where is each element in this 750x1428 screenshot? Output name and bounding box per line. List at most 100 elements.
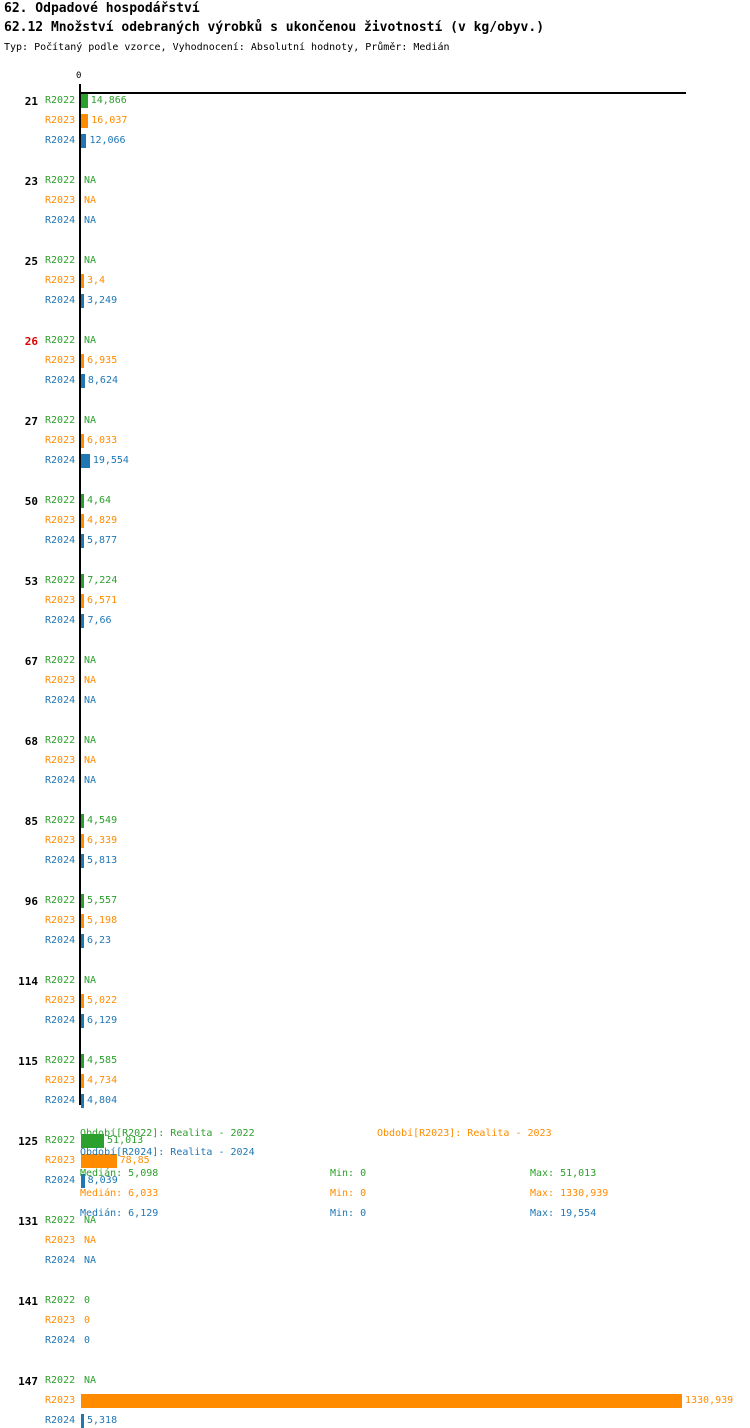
bar[interactable] — [81, 534, 84, 548]
bar[interactable] — [81, 614, 85, 628]
series-label-r2024: R2024 — [45, 535, 76, 546]
bar-value-label: 5,022 — [87, 995, 118, 1006]
series-label-r2022: R2022 — [45, 895, 76, 906]
bar[interactable] — [81, 274, 84, 288]
series-label-r2024: R2024 — [45, 1415, 76, 1426]
series-label-r2023: R2023 — [45, 195, 76, 206]
series-label-r2024: R2024 — [45, 615, 76, 626]
legend-item-s2024: Období[R2024]: Realita - 2024 — [80, 1147, 255, 1158]
series-label-r2024: R2024 — [45, 695, 76, 706]
series-label-r2022: R2022 — [45, 1375, 76, 1386]
axis-zero-line — [79, 84, 81, 1105]
bar-value-label: 7,224 — [87, 575, 118, 586]
bar-value-label: NA — [84, 975, 97, 986]
bar[interactable] — [81, 134, 87, 148]
series-label-r2023: R2023 — [45, 1235, 76, 1246]
bar-value-label: 8,624 — [87, 375, 118, 386]
bar[interactable] — [81, 374, 85, 388]
axis-top-line — [80, 92, 686, 94]
series-label-r2024: R2024 — [45, 375, 76, 386]
series-label-r2024: R2024 — [45, 855, 76, 866]
bar-value-label: NA — [84, 1215, 97, 1226]
bar[interactable] — [81, 294, 84, 308]
bar[interactable] — [81, 454, 90, 468]
series-label-r2022: R2022 — [45, 175, 76, 186]
bar-value-label: NA — [84, 755, 97, 766]
bar[interactable] — [81, 1154, 117, 1168]
bar[interactable] — [81, 1174, 85, 1188]
series-label-r2023: R2023 — [45, 995, 76, 1006]
bar[interactable] — [81, 514, 84, 528]
series-label-r2024: R2024 — [45, 215, 76, 226]
bar[interactable] — [81, 854, 84, 868]
bar-value-label: 51,013 — [107, 1135, 144, 1146]
group-label: 26 — [24, 335, 38, 348]
series-label-r2023: R2023 — [45, 835, 76, 846]
bar[interactable] — [81, 94, 88, 108]
series-label-r2024: R2024 — [45, 775, 76, 786]
bar-value-label: NA — [84, 695, 97, 706]
bar[interactable] — [81, 114, 89, 128]
bar[interactable] — [81, 594, 84, 608]
series-label-r2024: R2024 — [45, 1335, 76, 1346]
bar[interactable] — [81, 894, 84, 908]
series-label-r2022: R2022 — [45, 255, 76, 266]
bar[interactable] — [81, 574, 85, 588]
bar-value-label: 14,866 — [90, 95, 127, 106]
series-label-r2023: R2023 — [45, 115, 76, 126]
bar-value-label: NA — [84, 1375, 97, 1386]
bar[interactable] — [81, 1094, 84, 1108]
bar-value-label: NA — [84, 655, 97, 666]
group-label: 115 — [18, 1055, 38, 1068]
bar[interactable] — [81, 1394, 682, 1408]
series-label-r2022: R2022 — [45, 1055, 76, 1066]
group-label: 147 — [18, 1375, 38, 1388]
bar[interactable] — [81, 1134, 105, 1148]
bar-value-label: 3,249 — [87, 295, 118, 306]
bar[interactable] — [81, 1054, 84, 1068]
bar[interactable] — [81, 1014, 84, 1028]
bar[interactable] — [81, 1414, 84, 1428]
stat-median-s2024: Medián: 6,129 — [80, 1208, 159, 1219]
bar-value-label: NA — [84, 215, 97, 226]
legend-item-s2022: Období[R2022]: Realita - 2022 — [80, 1128, 255, 1139]
report-chapter-title: 62. Odpadové hospodářství — [4, 1, 200, 16]
bar[interactable] — [81, 934, 84, 948]
series-label-r2024: R2024 — [45, 295, 76, 306]
bar-value-label: 5,557 — [87, 895, 118, 906]
series-label-r2024: R2024 — [45, 1095, 76, 1106]
series-label-r2024: R2024 — [45, 1015, 76, 1026]
bar-value-label: NA — [84, 675, 97, 686]
bar[interactable] — [81, 494, 84, 508]
group-label: 141 — [18, 1295, 38, 1308]
bar[interactable] — [81, 814, 84, 828]
series-label-r2024: R2024 — [45, 1255, 76, 1266]
bar-value-label: 6,23 — [87, 935, 112, 946]
group-label: 27 — [24, 415, 38, 428]
bar-value-label: 6,033 — [87, 435, 118, 446]
bar-value-label: NA — [84, 195, 97, 206]
bar-value-label: 8,039 — [87, 1175, 118, 1186]
report-subtitle: Typ: Počítaný podle vzorce, Vyhodnocení:… — [4, 42, 450, 53]
bar[interactable] — [81, 914, 84, 928]
group-label: 21 — [24, 95, 38, 108]
series-label-r2024: R2024 — [45, 935, 76, 946]
bar[interactable] — [81, 354, 85, 368]
group-label: 23 — [24, 175, 38, 188]
bar[interactable] — [81, 1074, 84, 1088]
bar-value-label: 4,549 — [87, 815, 118, 826]
stat-max-s2022: Max: 51,013 — [530, 1168, 597, 1179]
series-label-r2024: R2024 — [45, 1175, 76, 1186]
stat-min-s2023: Min: 0 — [330, 1188, 367, 1199]
bar-value-label: 19,554 — [92, 455, 129, 466]
group-label: 67 — [24, 655, 38, 668]
bar[interactable] — [81, 834, 84, 848]
series-label-r2023: R2023 — [45, 435, 76, 446]
series-label-r2022: R2022 — [45, 335, 76, 346]
bar[interactable] — [81, 434, 84, 448]
bar[interactable] — [81, 994, 84, 1008]
series-label-r2023: R2023 — [45, 755, 76, 766]
bar-value-label: 4,829 — [87, 515, 118, 526]
stat-min-s2022: Min: 0 — [330, 1168, 367, 1179]
group-label: 53 — [24, 575, 38, 588]
